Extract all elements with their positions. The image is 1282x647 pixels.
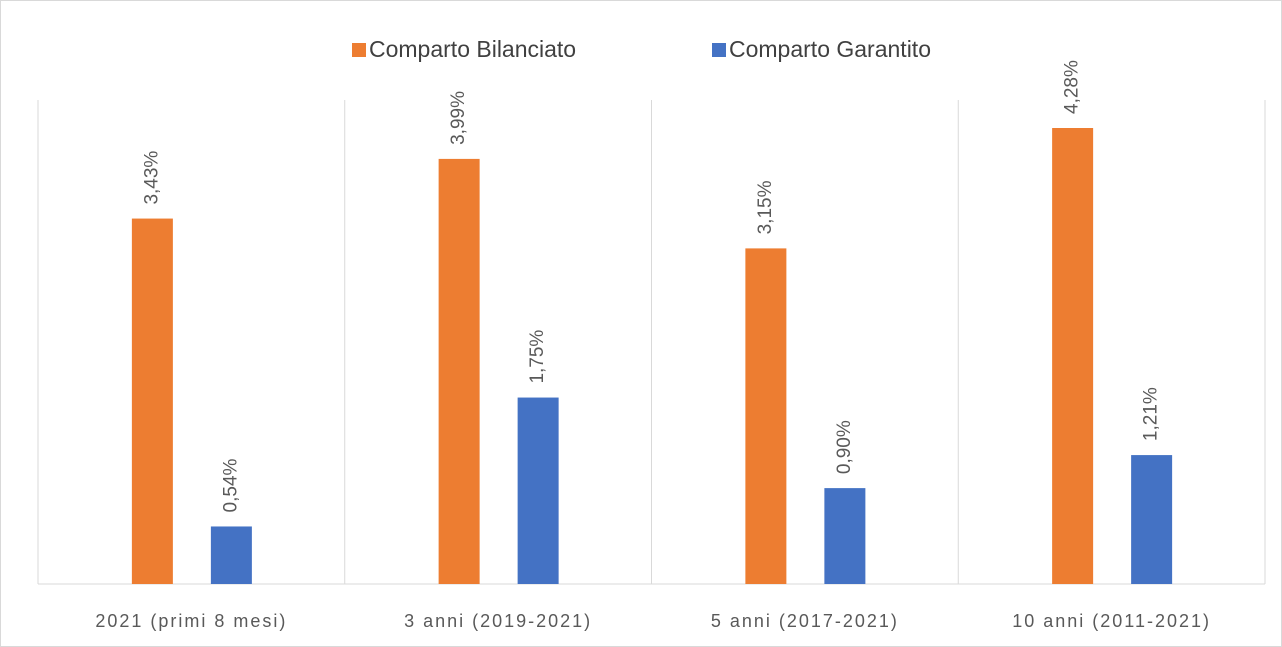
legend-swatch (352, 43, 366, 57)
x-tick-label: 3 anni (2019-2021) (404, 611, 592, 631)
bar (1052, 128, 1094, 584)
legend-label: Comparto Garantito (729, 36, 931, 62)
bar (210, 526, 252, 584)
x-tick-label: 2021 (primi 8 mesi) (95, 611, 287, 631)
bar (824, 488, 866, 584)
data-label: 0,90% (834, 420, 855, 474)
data-label: 1,21% (1141, 387, 1162, 441)
data-label: 3,15% (755, 180, 776, 234)
bar (517, 397, 559, 584)
data-label: 3,99% (448, 91, 469, 145)
legend-label: Comparto Bilanciato (369, 36, 576, 62)
x-tick-label: 5 anni (2017-2021) (711, 611, 899, 631)
legend-swatch (712, 43, 726, 57)
bar (131, 218, 173, 585)
data-label: 1,75% (527, 330, 548, 384)
bar (745, 248, 787, 584)
data-label: 0,54% (220, 458, 241, 512)
bar (438, 158, 480, 584)
data-label: 3,43% (141, 151, 162, 205)
bar (1131, 455, 1173, 584)
data-label: 4,28% (1062, 60, 1083, 114)
x-tick-label: 10 anni (2011-2021) (1012, 611, 1211, 631)
